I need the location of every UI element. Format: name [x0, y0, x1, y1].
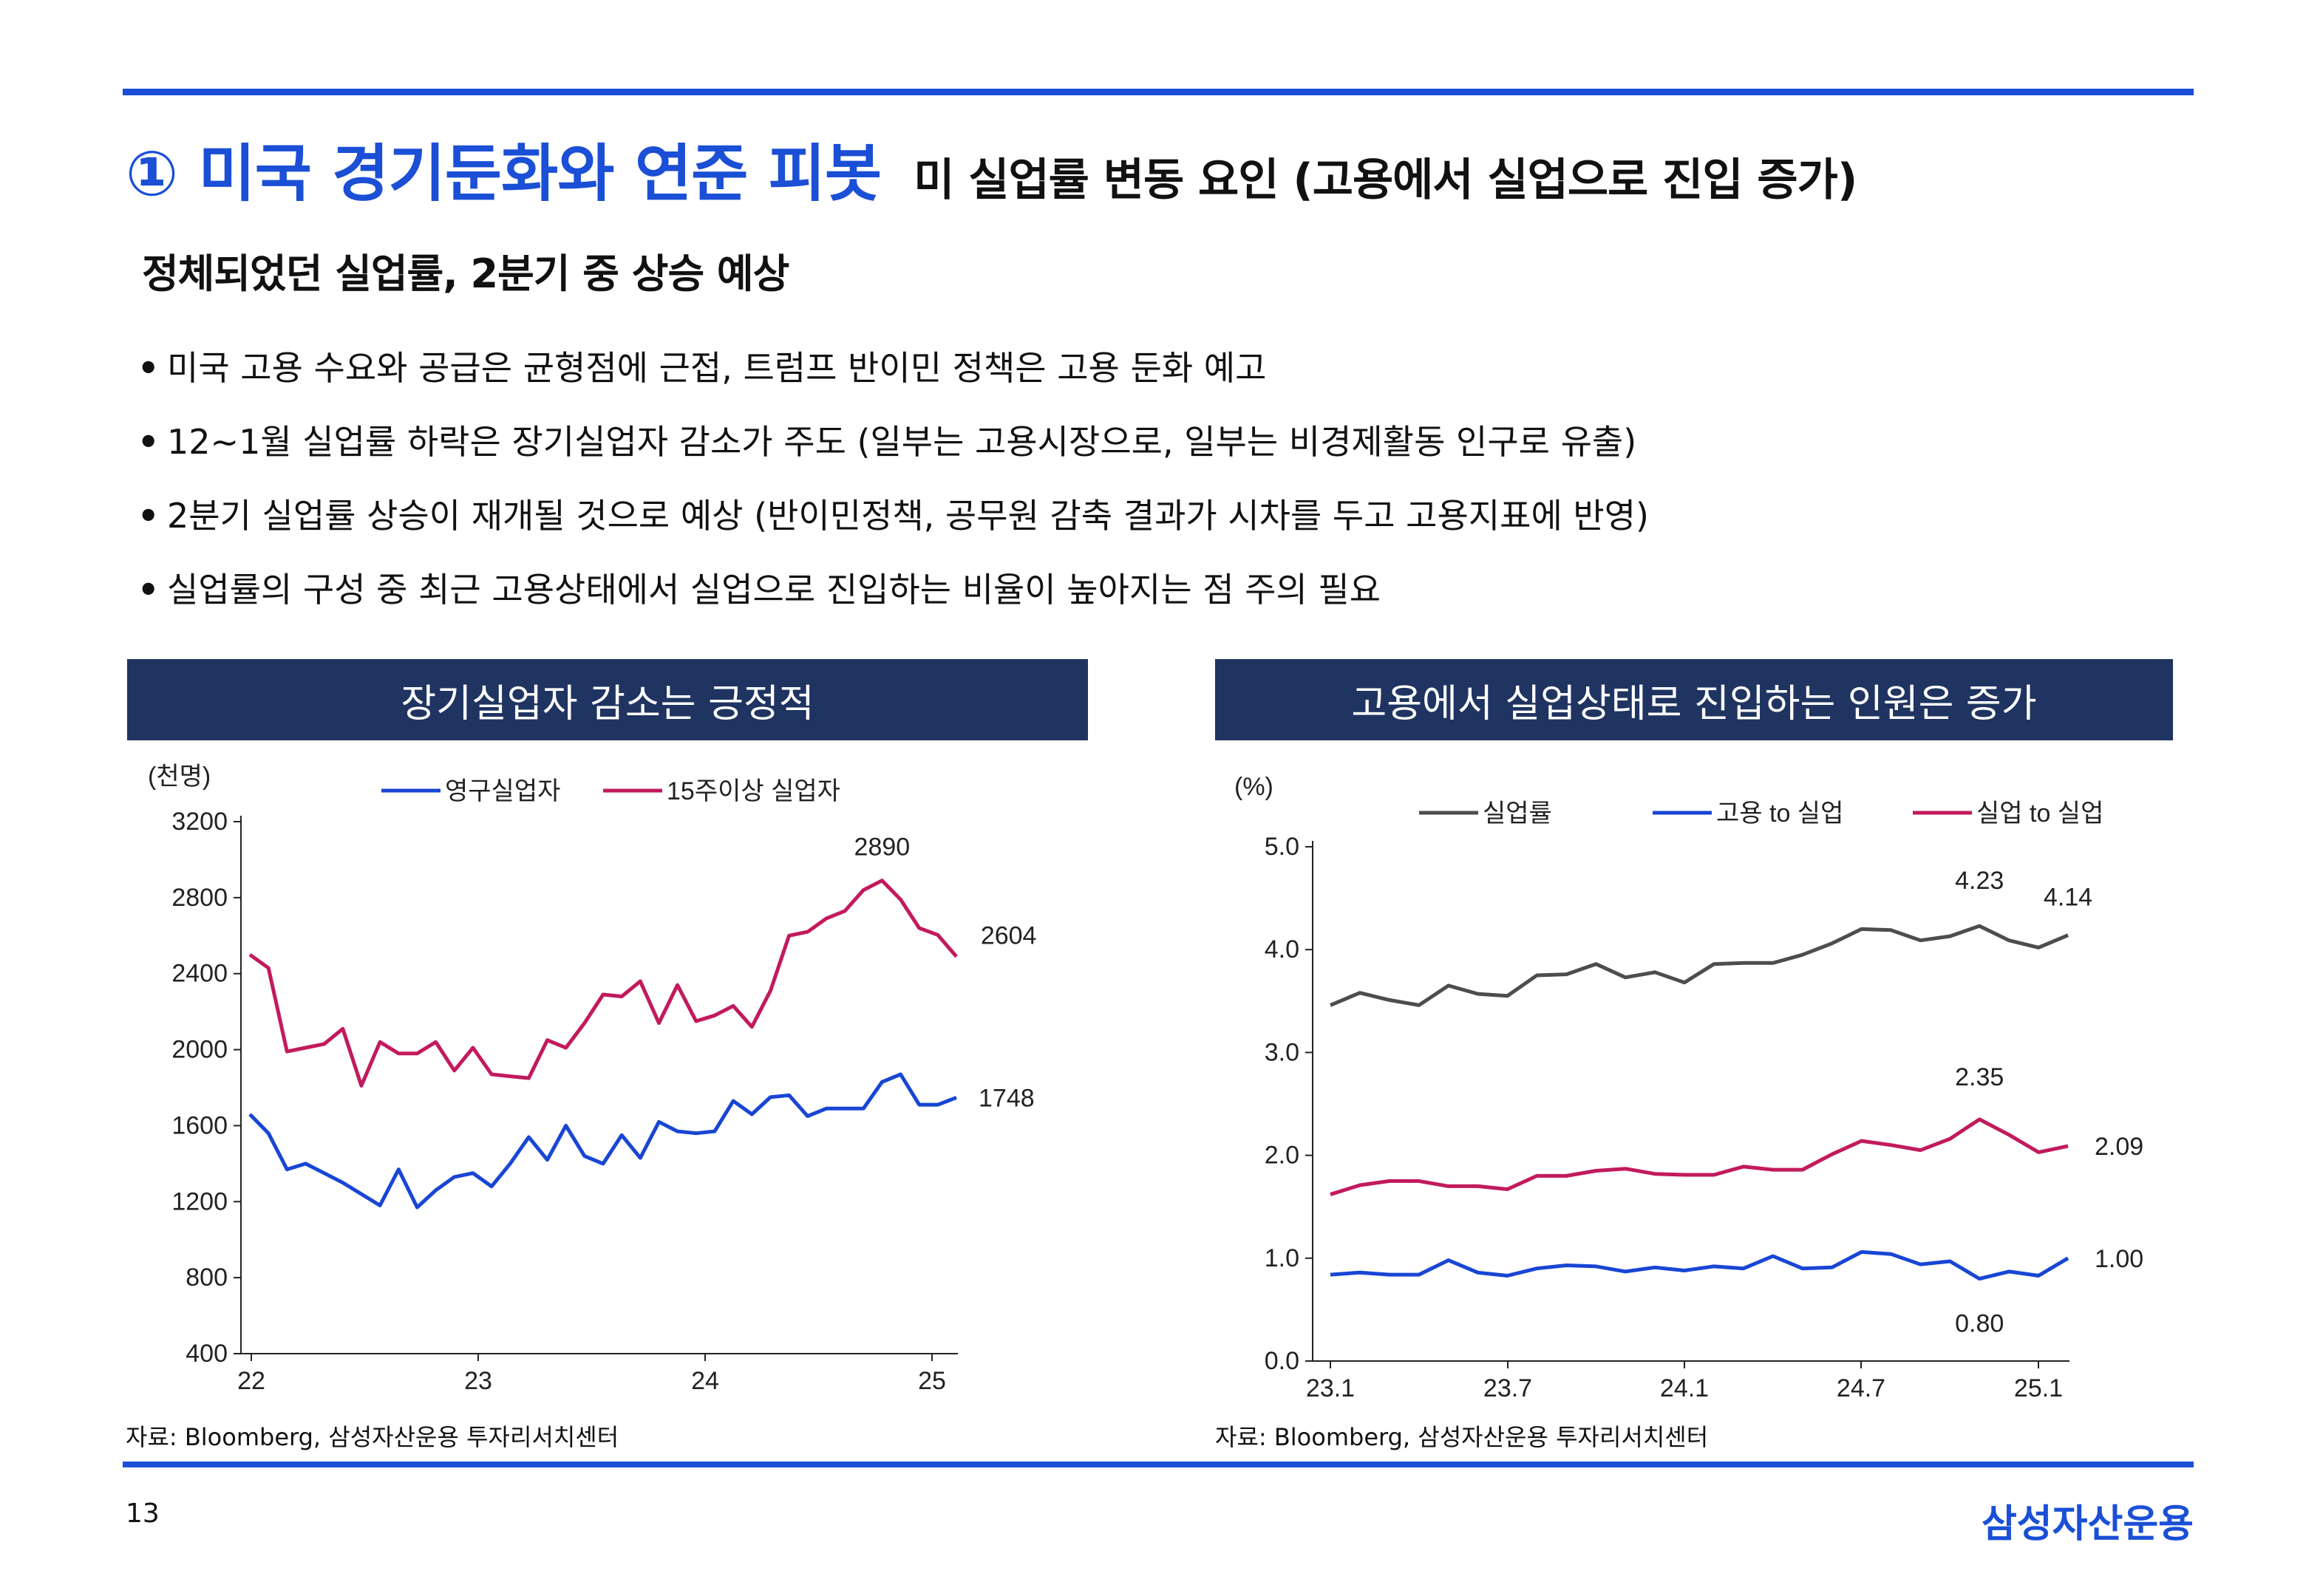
chart-svg: (천명) 3200 2800 2400 2000 1600 1200 800 400 22 23 24…	[148, 763, 1037, 1395]
y-tick-label: 1200	[171, 1187, 228, 1215]
x-tick-label: 24	[691, 1367, 719, 1395]
bullet-item: • 미국 고용 수요와 공급은 균형점에 근접, 트럼프 반이민 정책은 고용 둔…	[137, 338, 1649, 412]
series-line	[1330, 924, 2069, 1007]
y-tick-label: 3200	[171, 808, 228, 836]
x-tick-label: 25.1	[2014, 1374, 2063, 1402]
y-tick-label: 1.0	[1265, 1244, 1299, 1272]
data-label: 1.00	[2095, 1245, 2143, 1273]
bottom-divider	[123, 1462, 2194, 1467]
x-tick-label: 23.7	[1483, 1374, 1532, 1402]
top-divider	[123, 89, 2194, 95]
y-tick-label: 2400	[171, 960, 228, 988]
x-tick-label: 23.1	[1306, 1374, 1355, 1402]
bullet-marker: •	[137, 570, 160, 610]
data-label: 0.80	[1955, 1310, 2004, 1338]
y-tick-label: 2000	[171, 1036, 228, 1064]
bullet-item: • 2분기 실업률 상승이 재개될 것으로 예상 (반이민정책, 공무원 감축 결…	[137, 486, 1649, 560]
page-header: ① 미국 경기둔화와 연준 피봇 미 실업률 변동 요인 (고용에서 실업으로 …	[126, 124, 1857, 210]
series-line	[248, 879, 958, 1088]
data-label: 2890	[854, 833, 911, 862]
series-line	[1330, 1117, 2069, 1196]
x-tick-label: 25	[918, 1367, 946, 1395]
bullet-marker: •	[137, 496, 160, 536]
y-tick-label: 400	[186, 1340, 228, 1368]
y-tick-label: 2.0	[1265, 1142, 1299, 1170]
legend-label: 15주이상 실업자	[667, 777, 840, 805]
data-label: 2.35	[1955, 1063, 2004, 1091]
y-tick-label: 5.0	[1265, 833, 1299, 861]
y-tick-label: 0.0	[1265, 1347, 1299, 1375]
unit-label: (%)	[1234, 773, 1273, 801]
page-title: ① 미국 경기둔화와 연준 피봇	[126, 137, 882, 210]
series-line	[248, 1072, 957, 1210]
bullet-item: • 12~1월 실업률 하락은 장기실업자 감소가 주도 (일부는 고용시장으로,…	[137, 412, 1649, 486]
x-tick-label: 24.7	[1837, 1374, 1885, 1402]
bullet-list: • 미국 고용 수요와 공급은 균형점에 근접, 트럼프 반이민 정책은 고용 둔…	[137, 338, 1649, 634]
left-chart-title: 장기실업자 감소는 긍정적	[127, 659, 1088, 740]
unemployment-flow-chart: (%) 5.0 4.0 3.0 2.0 1.0 0.0 23.1 23.7 24.1 24.7 25.…	[1212, 754, 2173, 1404]
data-label: 1748	[979, 1084, 1035, 1112]
data-label: 4.14	[2044, 884, 2092, 912]
x-tick-label: 23	[464, 1367, 492, 1395]
series-line	[1330, 1249, 2069, 1281]
x-tick-label: 22	[237, 1367, 265, 1395]
long-term-unemployed-chart: (천명) 3200 2800 2400 2000 1600 1200 800 400 22 23 24…	[123, 754, 1084, 1404]
y-tick-label: 800	[186, 1264, 228, 1292]
legend-label: 실업 to 실업	[1976, 799, 2103, 828]
y-tick-label: 3.0	[1265, 1038, 1299, 1066]
bullet-marker: •	[137, 422, 160, 462]
chart-svg: (%) 5.0 4.0 3.0 2.0 1.0 0.023.1 23.7 24.1 24.7 25.…	[1234, 773, 2143, 1402]
brand-logo-text: 삼성자산운용	[1981, 1502, 2194, 1546]
x-tick-label: 24.1	[1660, 1374, 1709, 1402]
bullet-marker: •	[137, 348, 160, 388]
headline: 정체되었던 실업률, 2분기 중 상승 예상	[142, 250, 789, 297]
data-label: 2.09	[2095, 1133, 2143, 1161]
legend-label: 고용 to 실업	[1716, 799, 1843, 828]
unit-label: (천명)	[148, 763, 211, 791]
y-tick-label: 2800	[171, 884, 228, 912]
y-tick-label: 1600	[171, 1111, 228, 1139]
data-label: 4.23	[1955, 867, 2004, 895]
source-note: 자료: Bloomberg, 삼성자산운용 투자리서치센터	[126, 1423, 619, 1451]
y-tick-label: 4.0	[1265, 935, 1299, 964]
legend-label: 영구실업자	[445, 777, 560, 805]
bullet-item: • 실업률의 구성 중 최근 고용상태에서 실업으로 진입하는 비율이 높아지는 …	[137, 560, 1649, 634]
page-subtitle: 미 실업률 변동 요인 (고용에서 실업으로 진입 증가)	[914, 154, 1857, 206]
right-chart-title: 고용에서 실업상태로 진입하는 인원은 증가	[1215, 659, 2173, 740]
legend-label: 실업률	[1483, 799, 1552, 828]
source-note: 자료: Bloomberg, 삼성자산운용 투자리서치센터	[1215, 1423, 1709, 1451]
page-number: 13	[126, 1498, 160, 1529]
data-label: 2604	[981, 921, 1037, 949]
